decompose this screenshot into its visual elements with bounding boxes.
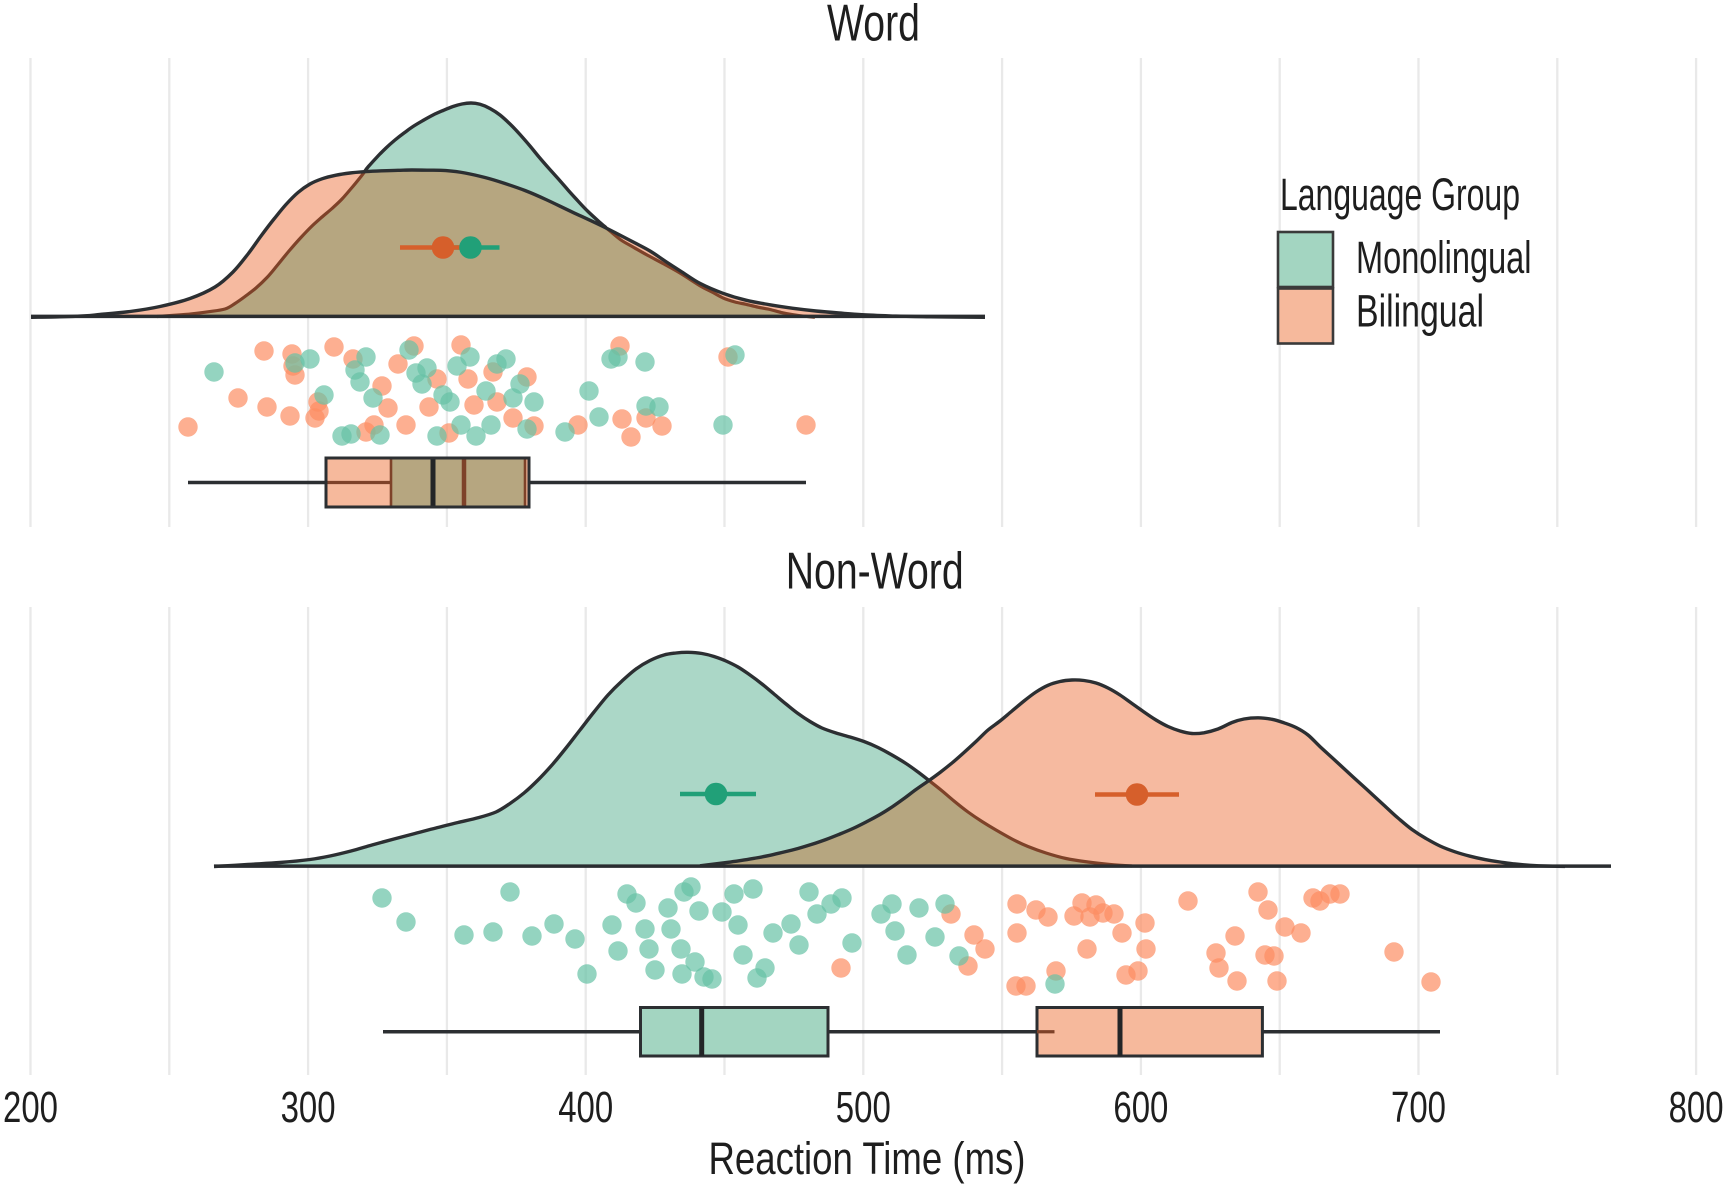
svg-text:Language Group: Language Group: [1280, 169, 1520, 220]
svg-text:Reaction Time (ms): Reaction Time (ms): [709, 1133, 1026, 1184]
svg-text:200: 200: [3, 1083, 58, 1132]
svg-text:700: 700: [1391, 1083, 1446, 1132]
svg-text:800: 800: [1669, 1083, 1724, 1132]
svg-text:Monolingual: Monolingual: [1356, 232, 1532, 283]
svg-text:400: 400: [558, 1083, 613, 1132]
svg-text:Non-Word: Non-Word: [786, 543, 964, 601]
svg-text:Bilingual: Bilingual: [1356, 286, 1484, 337]
svg-text:Word: Word: [827, 0, 920, 53]
svg-text:500: 500: [836, 1083, 891, 1132]
svg-text:300: 300: [281, 1083, 336, 1132]
svg-text:600: 600: [1113, 1083, 1168, 1132]
